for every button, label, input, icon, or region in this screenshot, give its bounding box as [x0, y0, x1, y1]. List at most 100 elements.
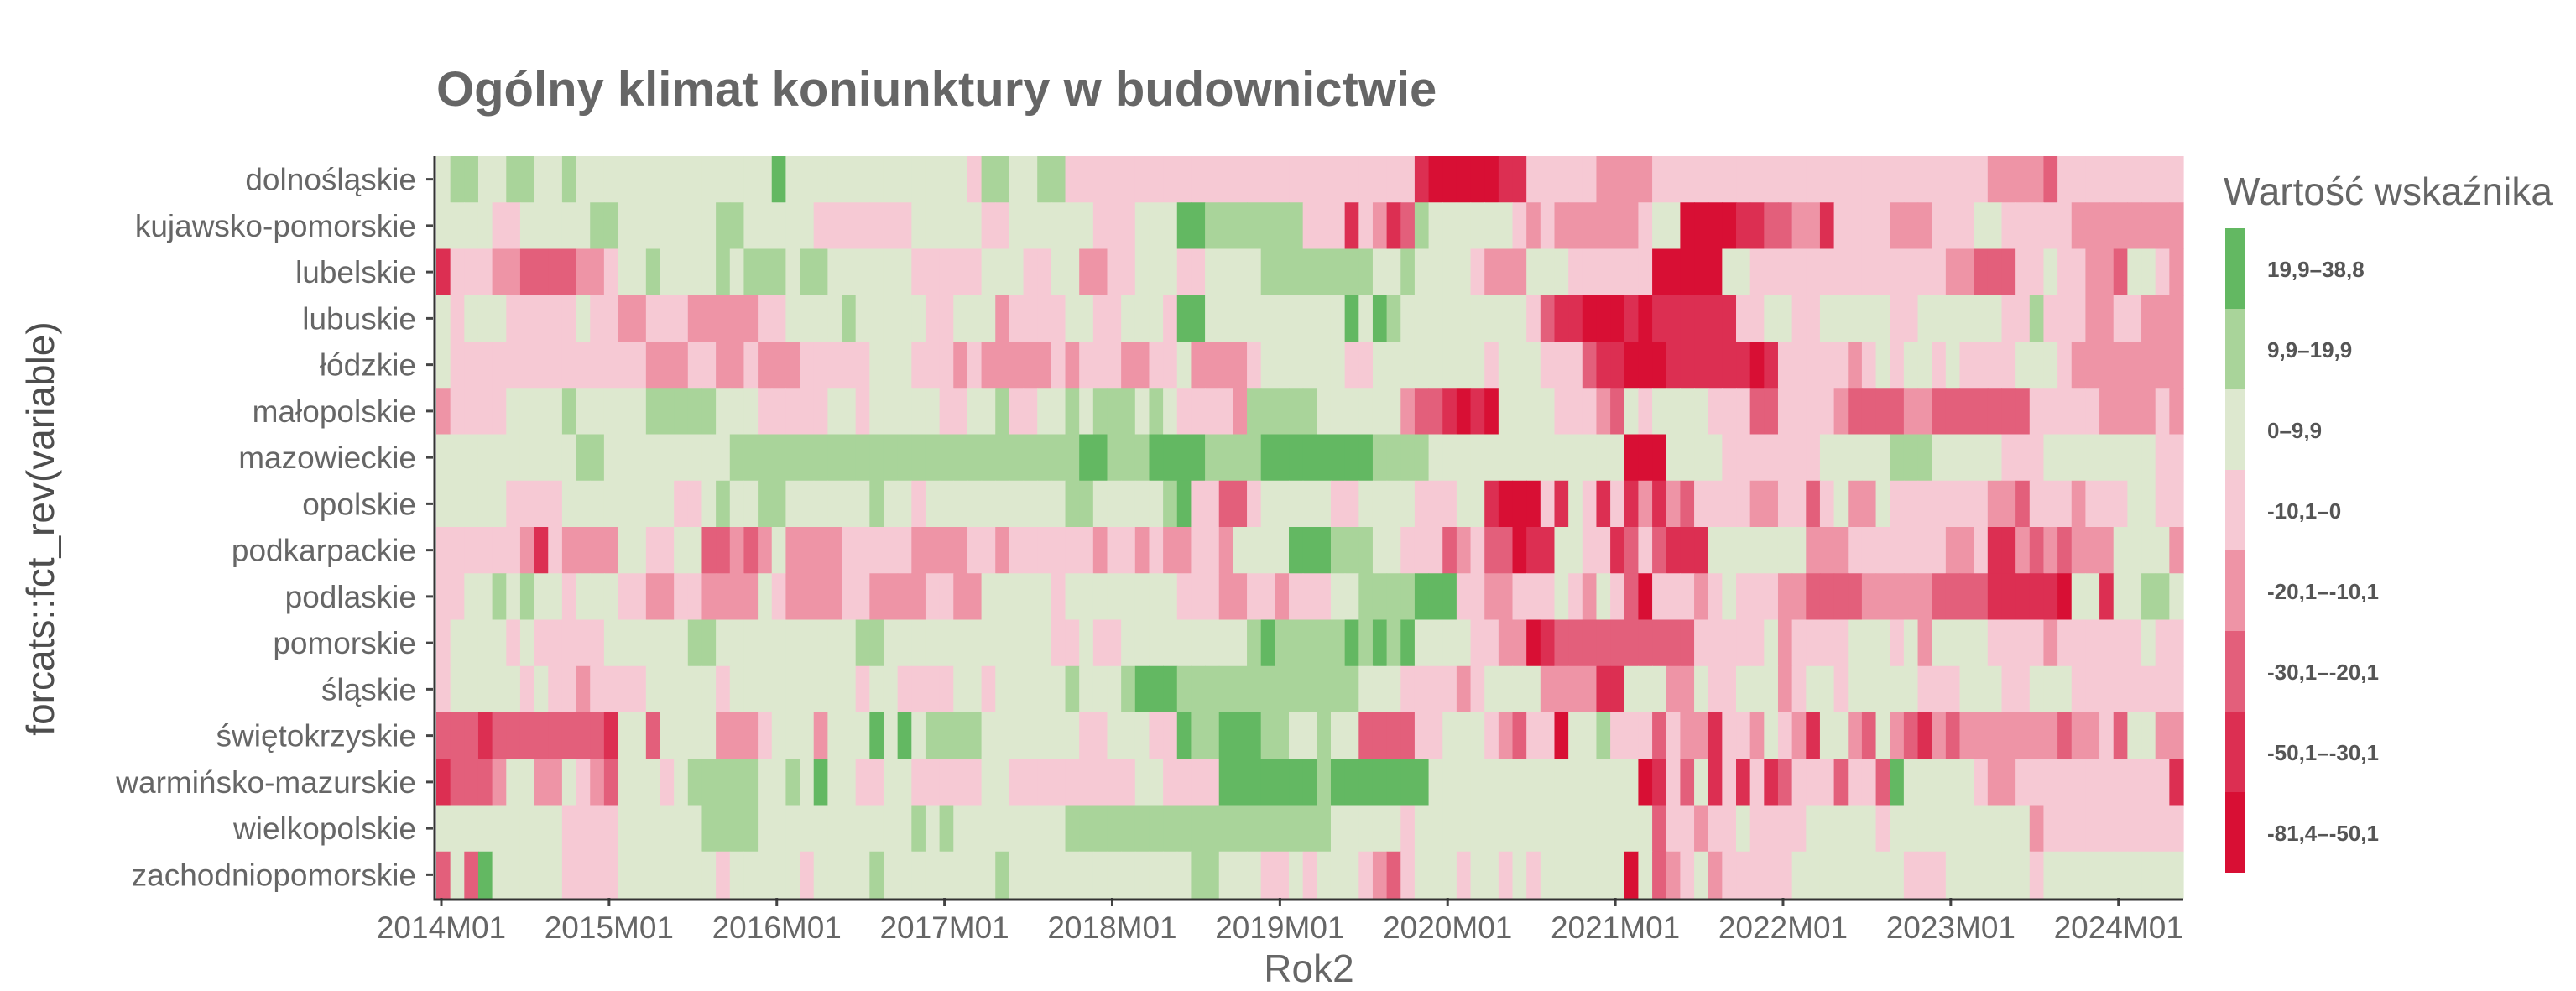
heatmap-cell [1092, 759, 1108, 806]
heatmap-cell [645, 295, 661, 342]
heatmap-cell [1023, 573, 1038, 621]
heatmap-cell [1848, 665, 1863, 713]
heatmap-cell [842, 759, 857, 806]
heatmap-cell [953, 434, 968, 482]
heatmap-cell [842, 202, 857, 250]
heatmap-cell [1205, 665, 1220, 713]
heatmap-cell [1470, 851, 1485, 899]
heatmap-cell [729, 759, 745, 806]
heatmap-cell [1149, 851, 1164, 899]
heatmap-cell [1218, 527, 1233, 574]
heatmap-cell [477, 851, 493, 899]
heatmap-cell [1722, 805, 1737, 853]
heatmap-cell [1456, 388, 1472, 436]
heatmap-cell [995, 573, 1010, 621]
heatmap-cell [1680, 202, 1695, 250]
heatmap-cell [2043, 342, 2058, 389]
heatmap-cell [548, 295, 563, 342]
heatmap-cell [1861, 342, 1877, 389]
heatmap-cell [1428, 295, 1443, 342]
heatmap-cell [1470, 248, 1485, 296]
heatmap-cell [1764, 805, 1779, 853]
heatmap-cell [855, 759, 870, 806]
heatmap-cell [1037, 619, 1052, 667]
heatmap-cell [1386, 248, 1401, 296]
heatmap-cell [1372, 573, 1388, 621]
heatmap-cell [687, 388, 703, 436]
heatmap-cell [953, 295, 968, 342]
heatmap-cell [967, 573, 983, 621]
heatmap-cell [1736, 295, 1751, 342]
heatmap-cell [1861, 665, 1877, 713]
heatmap-cell [1218, 851, 1233, 899]
heatmap-cell [743, 248, 759, 296]
heatmap-cell [464, 388, 479, 436]
heatmap-cell [2057, 712, 2073, 759]
heatmap-cell [436, 342, 451, 389]
heatmap-cell [2071, 202, 2087, 250]
heatmap-cell [548, 342, 563, 389]
heatmap-cell [1498, 202, 1514, 250]
heatmap-cell [1191, 342, 1206, 389]
heatmap-cell [2085, 759, 2100, 806]
heatmap-cell [995, 388, 1010, 436]
heatmap-cell [506, 665, 521, 713]
heatmap-cell [2099, 527, 2115, 574]
heatmap-cell [1414, 573, 1430, 621]
heatmap-cell [855, 665, 870, 713]
heatmap-cell [1205, 156, 1220, 203]
heatmap-cell [1987, 342, 2003, 389]
heatmap-cell [687, 759, 703, 806]
heatmap-cell [716, 434, 731, 482]
heatmap-cell [492, 202, 507, 250]
heatmap-cell [771, 665, 786, 713]
heatmap-cell [1414, 619, 1430, 667]
y-tick-label: warmińsko-mazurskie [115, 765, 416, 800]
heatmap-cell [603, 295, 619, 342]
heatmap-cell [464, 619, 479, 667]
heatmap-cell [436, 388, 451, 436]
heatmap-cell [1974, 434, 1989, 482]
heatmap-cell [1275, 805, 1290, 853]
heatmap-cell [701, 665, 717, 713]
heatmap-cell [1526, 805, 1541, 853]
heatmap-cell [1456, 712, 1472, 759]
heatmap-cell [548, 527, 563, 574]
heatmap-cell [1666, 759, 1681, 806]
heatmap-cell [1945, 434, 1961, 482]
heatmap-cell [1330, 434, 1346, 482]
heatmap-cell [1903, 573, 1919, 621]
heatmap-cell [603, 527, 619, 574]
heatmap-cell [1023, 295, 1038, 342]
heatmap-cell [1260, 665, 1275, 713]
heatmap-cell [1498, 156, 1514, 203]
y-tick-label: lubelskie [295, 255, 416, 289]
heatmap-cell [1260, 295, 1275, 342]
heatmap-cell [1330, 573, 1346, 621]
heatmap-cell [1149, 665, 1164, 713]
heatmap-cell [2071, 434, 2087, 482]
heatmap-cell [1749, 388, 1765, 436]
heatmap-cell [436, 480, 451, 528]
heatmap-cell [2057, 295, 2073, 342]
heatmap-cell [1275, 527, 1290, 574]
heatmap-cell [1777, 805, 1793, 853]
heatmap-cell [1176, 156, 1192, 203]
heatmap-cell [1470, 156, 1485, 203]
heatmap-cell [1806, 759, 1821, 806]
heatmap-cell [1372, 527, 1388, 574]
heatmap-cell [1009, 759, 1025, 806]
heatmap-cell [660, 202, 675, 250]
heatmap-cell [603, 619, 619, 667]
heatmap-cell [1833, 573, 1849, 621]
heatmap-cell [758, 851, 773, 899]
heatmap-cell [1289, 248, 1304, 296]
heatmap-cell [464, 248, 479, 296]
heatmap-cell [2169, 527, 2184, 574]
heatmap-cell [1764, 712, 1779, 759]
heatmap-cell [716, 295, 731, 342]
heatmap-cell [869, 665, 884, 713]
heatmap-cell [632, 573, 647, 621]
heatmap-cell [660, 434, 675, 482]
heatmap-cell [1051, 712, 1066, 759]
